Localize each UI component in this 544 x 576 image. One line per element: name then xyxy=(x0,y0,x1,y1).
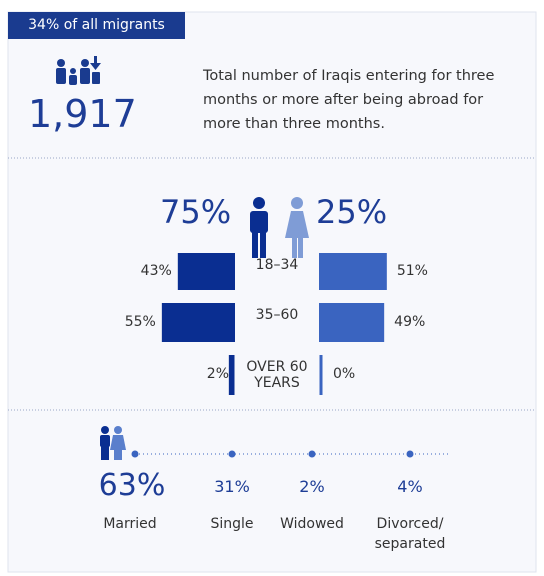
marital-value-label: 31% xyxy=(214,477,250,496)
female-bar xyxy=(319,303,385,342)
tag-background xyxy=(8,12,185,39)
total-value: 1,917 xyxy=(28,92,137,136)
marital-label: Widowed xyxy=(280,516,344,532)
timeline-dot xyxy=(406,450,414,458)
male-bar xyxy=(161,303,235,342)
age-label: OVER 60 YEARS xyxy=(246,359,308,391)
marital-label: Single xyxy=(210,516,254,532)
panel xyxy=(7,11,537,573)
female-value-label: 51% xyxy=(396,262,428,279)
marital-value-label: 4% xyxy=(397,477,423,496)
female-value-label: 0% xyxy=(333,366,356,382)
female-share: 25% xyxy=(316,193,388,231)
age-label: 35–60 xyxy=(255,307,299,323)
male-share: 75% xyxy=(160,193,232,231)
male-value-label: 55% xyxy=(124,313,156,330)
marital-label: Married xyxy=(103,516,157,532)
timeline-dot xyxy=(131,450,139,458)
marital-value-label: 63% xyxy=(98,468,166,503)
timeline-dot xyxy=(308,450,316,458)
male-value-label: 43% xyxy=(140,262,172,279)
timeline-dot xyxy=(228,450,236,458)
family-icon xyxy=(56,56,101,85)
female-value-label: 49% xyxy=(394,313,426,330)
male-value-label: 2% xyxy=(206,366,229,382)
age-label: 18–34 xyxy=(255,257,299,273)
tag: 34% of all migrants xyxy=(28,17,165,33)
marital-label: Divorced/ separated xyxy=(374,516,446,552)
male-icon xyxy=(250,197,268,258)
female-icon xyxy=(285,197,309,258)
female-bar xyxy=(319,253,387,290)
male-bar xyxy=(177,253,235,290)
total-description: Total number of Iraqis entering for thre… xyxy=(203,68,495,132)
couple-icon xyxy=(100,426,126,460)
male-bar xyxy=(228,355,232,395)
marital-value-label: 2% xyxy=(299,477,325,496)
